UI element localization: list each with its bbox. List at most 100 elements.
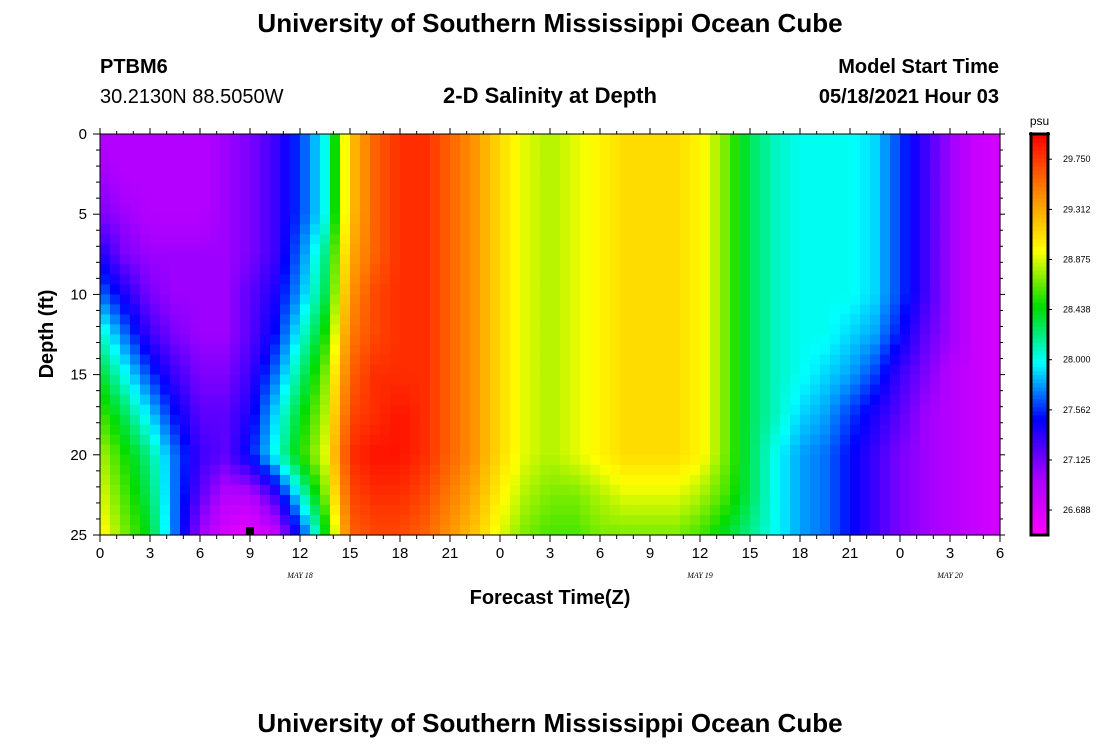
heatmap-cell bbox=[530, 274, 541, 285]
heatmap-cell bbox=[620, 214, 631, 225]
heatmap-cell bbox=[450, 174, 461, 185]
heatmap-cell bbox=[300, 444, 311, 456]
heatmap-cell bbox=[390, 414, 401, 426]
x-tick-label: 18 bbox=[792, 545, 809, 562]
heatmap-cell bbox=[210, 354, 221, 366]
heatmap-cell bbox=[290, 464, 301, 476]
heatmap-cell bbox=[880, 474, 891, 486]
heatmap-cell bbox=[100, 384, 111, 396]
date-labels: MAY 18 MAY 19 MAY 20 bbox=[286, 571, 963, 580]
heatmap-cell bbox=[890, 324, 901, 336]
heatmap-cell bbox=[390, 444, 401, 456]
heatmap-cell bbox=[950, 514, 961, 526]
colorbar-segment bbox=[1031, 482, 1048, 488]
heatmap-cell bbox=[970, 264, 981, 275]
heatmap-cell bbox=[550, 304, 561, 316]
heatmap-cell bbox=[400, 144, 411, 155]
heatmap-cell bbox=[590, 274, 601, 285]
heatmap-cell bbox=[650, 394, 661, 406]
heatmap-cell bbox=[430, 474, 441, 486]
heatmap-cell bbox=[140, 374, 151, 386]
heatmap-cell bbox=[470, 214, 481, 225]
heatmap-cell bbox=[970, 334, 981, 346]
heatmap-cell bbox=[440, 314, 451, 326]
heatmap-cell bbox=[980, 234, 991, 245]
heatmap-cell bbox=[160, 244, 171, 255]
heatmap-cell bbox=[790, 454, 801, 466]
heatmap-cell bbox=[700, 454, 711, 466]
heatmap-cell bbox=[820, 374, 831, 386]
heatmap-cell bbox=[300, 364, 311, 376]
heatmap-cell bbox=[320, 264, 331, 275]
heatmap-cell bbox=[620, 204, 631, 215]
heatmap-cell bbox=[410, 224, 421, 235]
heatmap-cell bbox=[490, 514, 501, 526]
heatmap-cell bbox=[220, 224, 231, 235]
heatmap-cell bbox=[370, 434, 381, 446]
heatmap-cell bbox=[730, 444, 741, 456]
heatmap-cell bbox=[280, 244, 291, 255]
heatmap-cell bbox=[140, 484, 151, 496]
heatmap-cell bbox=[990, 384, 1001, 396]
heatmap-cell bbox=[670, 514, 681, 526]
heatmap-cell bbox=[380, 504, 391, 516]
heatmap-cell bbox=[640, 444, 651, 456]
heatmap-cell bbox=[200, 444, 211, 456]
heatmap-cell bbox=[940, 294, 951, 306]
heatmap-cell bbox=[110, 414, 121, 426]
heatmap-cell bbox=[410, 244, 421, 255]
heatmap-cell bbox=[510, 134, 521, 145]
colorbar-segment bbox=[1031, 434, 1048, 440]
heatmap-cell bbox=[720, 254, 731, 265]
heatmap-cell bbox=[330, 324, 341, 336]
heatmap-cell bbox=[130, 194, 141, 205]
heatmap-cell bbox=[470, 354, 481, 366]
heatmap-cell bbox=[310, 154, 321, 165]
heatmap-cell bbox=[300, 354, 311, 366]
heatmap-cell bbox=[660, 464, 671, 476]
heatmap-cell bbox=[410, 304, 421, 316]
heatmap-cell bbox=[990, 524, 1001, 536]
heatmap-cell bbox=[320, 234, 331, 245]
heatmap-cell bbox=[280, 464, 291, 476]
heatmap-cell bbox=[490, 404, 501, 416]
heatmap-cell bbox=[990, 194, 1001, 205]
colorbar-segment bbox=[1031, 230, 1048, 235]
heatmap-cell bbox=[540, 424, 551, 436]
heatmap-cell bbox=[330, 174, 341, 185]
heatmap-cell bbox=[820, 394, 831, 406]
heatmap-cell bbox=[380, 284, 391, 295]
heatmap-cell bbox=[990, 364, 1001, 376]
y-tick-label: 15 bbox=[70, 367, 87, 384]
heatmap-cell bbox=[450, 144, 461, 155]
heatmap-cell bbox=[430, 344, 441, 356]
heatmap-cell bbox=[570, 474, 581, 486]
heatmap-cell bbox=[790, 484, 801, 496]
heatmap-cell bbox=[400, 354, 411, 366]
heatmap-cell bbox=[910, 304, 921, 316]
heatmap-cell bbox=[360, 164, 371, 175]
heatmap-cell bbox=[830, 344, 841, 356]
heatmap-cell bbox=[630, 304, 641, 316]
heatmap-cell bbox=[430, 234, 441, 245]
heatmap-cell bbox=[350, 334, 361, 346]
heatmap-cell bbox=[390, 204, 401, 215]
colorbar-segment bbox=[1031, 190, 1048, 195]
heatmap-cell bbox=[680, 274, 691, 285]
heatmap-cell bbox=[750, 334, 761, 346]
heatmap-cell bbox=[360, 414, 371, 426]
heatmap-cell bbox=[360, 324, 371, 336]
heatmap-cell bbox=[860, 174, 871, 185]
heatmap-cell bbox=[420, 264, 431, 275]
heatmap-cell bbox=[690, 434, 701, 446]
heatmap-cell bbox=[940, 434, 951, 446]
heatmap-cell bbox=[230, 364, 241, 376]
heatmap-cell bbox=[750, 324, 761, 336]
colorbar-segment bbox=[1031, 490, 1048, 496]
heatmap-cell bbox=[340, 264, 351, 275]
heatmap-cell bbox=[270, 224, 281, 235]
heatmap-cell bbox=[550, 144, 561, 155]
heatmap-cell bbox=[810, 404, 821, 416]
heatmap-cell bbox=[250, 184, 261, 195]
heatmap-cell bbox=[420, 224, 431, 235]
